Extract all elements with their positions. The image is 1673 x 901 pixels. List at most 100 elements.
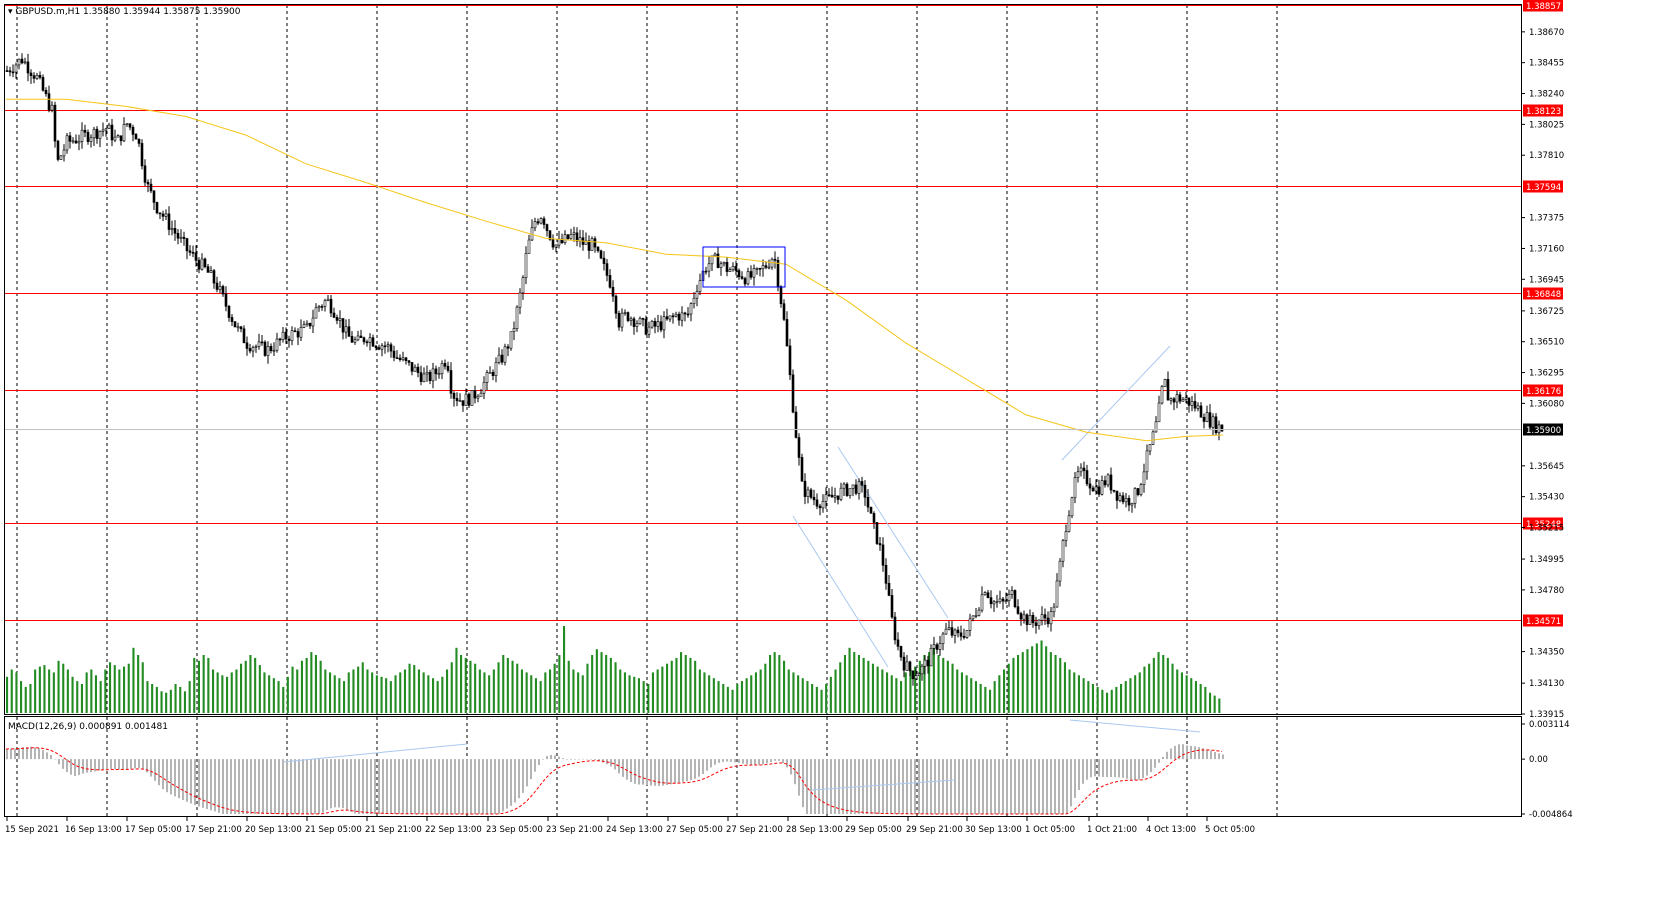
macd-bar (62, 759, 64, 769)
macd-bar (554, 755, 556, 760)
volume-bar (1003, 669, 1006, 713)
candle-body (596, 246, 600, 252)
trend-line-down-upper[interactable] (837, 446, 949, 619)
volume-bar (1171, 663, 1174, 713)
candle-body (1055, 580, 1059, 608)
candle-body (692, 297, 696, 305)
candle-body (80, 129, 84, 142)
candle-body (605, 263, 609, 276)
macd-bar (366, 759, 368, 814)
candle-body (1175, 394, 1179, 403)
macd-bar (102, 759, 104, 770)
candle-body (1118, 495, 1122, 501)
macd-bar (1118, 759, 1120, 778)
macd-bar (242, 759, 244, 814)
candle-body (1097, 486, 1101, 495)
macd-bar (1158, 759, 1160, 763)
macd-bar (42, 750, 44, 760)
macd-bar (430, 759, 432, 814)
candle-body (125, 123, 129, 125)
trend-lines[interactable] (792, 345, 1171, 668)
volume-bar (848, 647, 851, 714)
macd-bar (322, 759, 324, 813)
macd-bar (462, 759, 464, 814)
volume-bar (1143, 666, 1146, 713)
trend-line-up[interactable] (1061, 345, 1171, 461)
time-axis: 15 Sep 2021 16 Sep 13:00 17 Sep 05:00 17 Se… (5, 817, 1255, 835)
price-tick-label: 1.38240 (1529, 90, 1564, 100)
macd-bar (706, 759, 708, 771)
volume-bar (197, 660, 200, 713)
macd-bar (1218, 753, 1220, 760)
macd-bar (306, 759, 308, 814)
time-tick-label: 29 Sep 21:00 (906, 825, 963, 835)
volume-bar (38, 666, 41, 713)
level-price-tag (1523, 384, 1563, 397)
time-tick-label: 27 Sep 05:00 (666, 825, 723, 835)
candle-body (437, 373, 441, 376)
macd-bar (486, 759, 488, 814)
candle-body (224, 293, 228, 307)
volume-bar (268, 675, 271, 713)
macd-bar (450, 759, 452, 814)
macd-bar (918, 759, 920, 814)
candle-body (347, 326, 351, 337)
candle-body (251, 347, 255, 352)
candle-body (443, 363, 447, 367)
price-tick-label: 1.36510 (1529, 338, 1564, 348)
candle-body (1133, 488, 1137, 504)
volume-bar (408, 663, 411, 713)
macd-bar (906, 759, 908, 814)
macd-bar (210, 759, 212, 811)
macd-bar (782, 759, 784, 763)
candle-body (647, 326, 651, 335)
candle-body (215, 282, 219, 290)
volume-bar (829, 676, 832, 714)
candle-body (1064, 531, 1068, 541)
candle-body (686, 313, 690, 316)
volume-bar (923, 655, 926, 713)
volume-bar (1194, 681, 1197, 713)
candle-body (452, 392, 456, 399)
macd-bar (338, 759, 340, 808)
candle-body (1103, 480, 1107, 486)
candle-body (89, 137, 93, 142)
volume-bar (712, 678, 715, 713)
volume-bar (1124, 681, 1127, 713)
candle-body (950, 627, 954, 636)
macd-bar (134, 759, 136, 769)
volume-bar (876, 666, 879, 713)
level-lines[interactable]: 1.38857 1.38123 1.37594 1.36848 1.36176 1.352… (5, 0, 1563, 627)
macd-bar (898, 759, 900, 814)
candle-body (695, 291, 699, 299)
volume-bar (839, 662, 842, 714)
trend-line-down-lower[interactable] (792, 515, 889, 668)
volume-bar (1059, 657, 1062, 713)
candle-body (791, 374, 795, 413)
candle-body (380, 345, 384, 350)
volume-bar (169, 689, 172, 713)
candle-body (941, 633, 945, 644)
level-price-tag (1523, 287, 1563, 300)
candle-body (1034, 622, 1038, 626)
volume-bar (1096, 686, 1099, 713)
macd-bar (234, 759, 236, 814)
time-tick-label: 4 Oct 13:00 (1146, 825, 1196, 835)
macd-bar (146, 759, 148, 773)
volume-bar (726, 686, 729, 713)
candle-body (428, 371, 432, 381)
macd-bar (682, 759, 684, 782)
candle-body (536, 221, 540, 224)
consolidation-box[interactable] (702, 246, 786, 288)
candle-body (482, 382, 486, 394)
candle-body (1088, 483, 1092, 489)
candle-body (1184, 397, 1188, 400)
macd-bar (1122, 759, 1124, 778)
volume-bar (600, 652, 603, 713)
volume-bar (628, 675, 631, 713)
volume-bar (71, 676, 74, 714)
candle-body (938, 643, 942, 650)
macd-bar (990, 759, 992, 814)
candle-body (806, 489, 810, 497)
